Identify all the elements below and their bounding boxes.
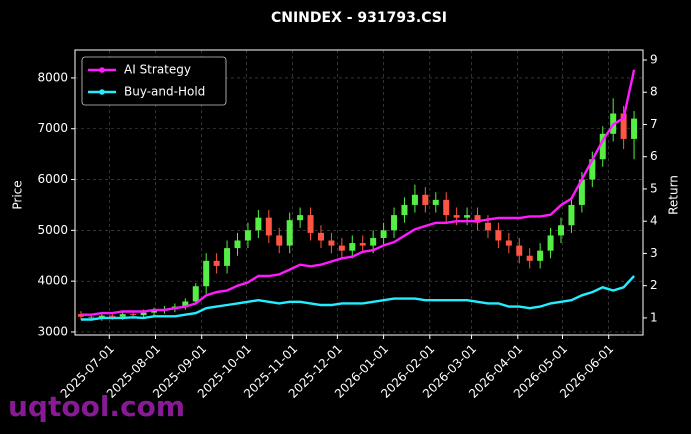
candle-body — [547, 235, 554, 251]
candle-body — [411, 194, 418, 205]
plot-frame — [74, 49, 644, 336]
candle-body — [474, 215, 481, 223]
candle-body — [297, 215, 304, 221]
return-line — [81, 69, 636, 316]
y-tick-label: 7000 — [37, 121, 68, 135]
candle-body — [495, 230, 502, 241]
legend: AI Strategy Buy-and-Hold — [81, 56, 227, 106]
y-tick-label: 5000 — [37, 223, 68, 237]
candle-body — [317, 232, 324, 241]
candle-body — [484, 222, 491, 231]
y-tick-label: 8000 — [37, 70, 68, 84]
candle-body — [380, 230, 387, 238]
candle-body — [370, 237, 377, 246]
candle-body — [391, 215, 398, 231]
candle-body — [589, 159, 596, 180]
watermark: uqtool.com — [8, 390, 185, 423]
y2-tick-label: 4 — [650, 214, 658, 228]
candle-body — [307, 215, 314, 233]
candle-body — [422, 194, 429, 205]
candle-body — [109, 315, 116, 317]
candle-body — [453, 215, 460, 218]
candle-body — [151, 310, 158, 313]
candle-body — [516, 245, 523, 256]
y2-tick-label: 1 — [650, 310, 658, 324]
y-tick-label: 4000 — [37, 274, 68, 288]
candle-body — [244, 230, 251, 241]
candle-body — [265, 217, 272, 236]
legend-label: AI Strategy — [124, 63, 191, 77]
candle-body — [182, 301, 189, 307]
candle-body — [203, 260, 210, 287]
chart-title: CNINDEX - 931793.CSI — [271, 10, 447, 26]
y2-tick-label: 2 — [650, 278, 658, 292]
candle-body — [568, 204, 575, 226]
y2-tick-label: 5 — [650, 181, 658, 195]
y2-tick-label: 7 — [650, 117, 658, 131]
candle-body — [328, 240, 335, 246]
candle-body — [213, 260, 220, 266]
candle-body — [401, 204, 408, 216]
y2-tick-label: 6 — [650, 149, 658, 163]
candle-body — [255, 217, 262, 231]
candle-body — [286, 220, 293, 246]
candle-body — [130, 314, 137, 316]
candle-body — [464, 215, 471, 218]
candle-body — [631, 118, 638, 139]
candle-body — [77, 314, 84, 317]
y2-tick-label: 8 — [650, 85, 658, 99]
candle-body — [140, 312, 147, 316]
return-line — [81, 275, 635, 321]
legend-label: Buy-and-Hold — [124, 85, 205, 99]
legend-marker — [99, 89, 105, 95]
candle-body — [599, 133, 606, 160]
candle-body — [537, 250, 544, 261]
candle-body — [119, 314, 126, 317]
y2-axis-label: Return — [667, 175, 681, 215]
y2-tick-label: 3 — [650, 246, 658, 260]
candle-body — [620, 113, 627, 139]
candle-body — [192, 286, 199, 302]
y2-tick-label: 9 — [650, 52, 658, 66]
candle-body — [432, 199, 439, 205]
candle-body — [505, 240, 512, 246]
candle-body — [224, 248, 231, 266]
legend-box — [81, 56, 227, 106]
candle-body — [558, 225, 565, 236]
candle-body — [349, 243, 356, 251]
candle-body — [276, 235, 283, 246]
y-axis-label: Price — [11, 180, 25, 209]
candle-body — [88, 316, 95, 318]
legend-marker — [99, 67, 105, 73]
candle-body — [578, 179, 585, 205]
candle-body — [338, 245, 345, 251]
y-tick-label: 6000 — [37, 172, 68, 186]
candle-body — [443, 199, 450, 216]
y-tick-label: 3000 — [37, 324, 68, 338]
candle-body — [359, 243, 366, 246]
candle-body — [526, 255, 533, 261]
candle-body — [234, 240, 241, 249]
